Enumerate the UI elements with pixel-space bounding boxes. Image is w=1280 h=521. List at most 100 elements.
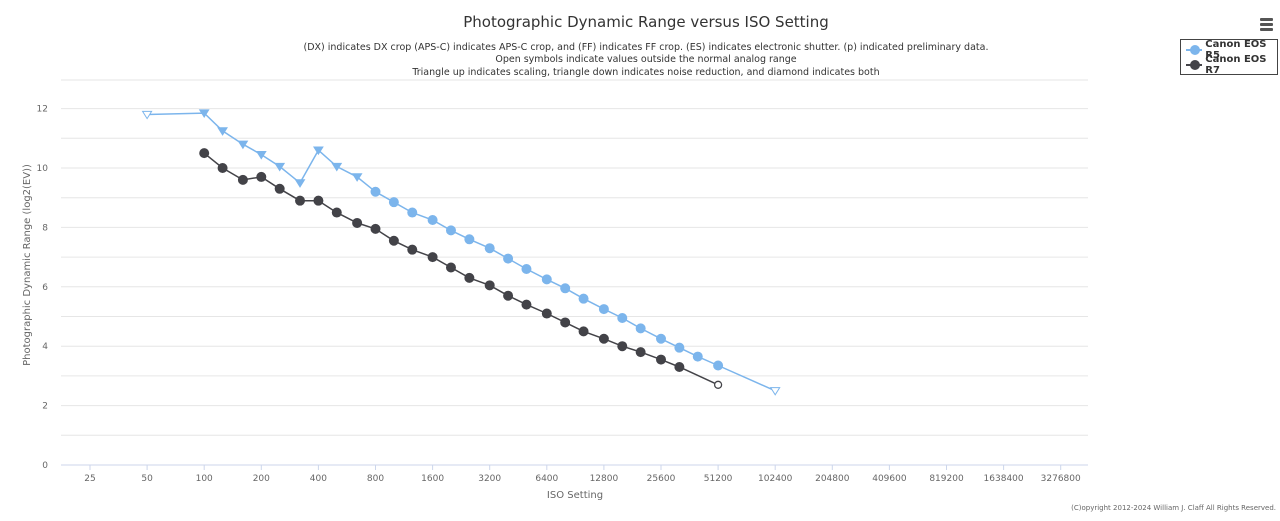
- y-axis-ticks: 0 2 4 6 8 10 12: [37, 105, 49, 471]
- data-point[interactable]: [352, 217, 363, 228]
- data-point[interactable]: [521, 299, 532, 310]
- data-point[interactable]: [674, 342, 685, 353]
- data-point[interactable]: [598, 304, 609, 315]
- y-tick-label: 6: [42, 283, 48, 293]
- data-point[interactable]: [769, 387, 781, 396]
- data-point[interactable]: [484, 280, 495, 291]
- data-point[interactable]: [635, 347, 646, 358]
- x-tick-label: 200: [253, 474, 270, 484]
- series-layer: [141, 109, 781, 396]
- data-point[interactable]: [578, 293, 589, 304]
- y-tick-label: 4: [42, 342, 48, 352]
- data-point[interactable]: [674, 361, 685, 372]
- data-point[interactable]: [217, 127, 228, 136]
- series-canon-eos-r5: [141, 109, 781, 396]
- x-tick-label: 400: [310, 474, 327, 484]
- data-point[interactable]: [255, 150, 267, 160]
- grid-lines: [61, 79, 1088, 436]
- data-point[interactable]: [541, 308, 552, 319]
- y-axis-title: Photographic Dynamic Range (log2(EV)): [22, 164, 33, 366]
- data-point[interactable]: [427, 252, 438, 263]
- data-point[interactable]: [541, 274, 552, 285]
- series-canon-eos-r7: [199, 148, 723, 389]
- legend-label-r5: Canon EOS R5: [1205, 38, 1267, 61]
- x-tick-label: 3200: [478, 474, 501, 484]
- chart-subtitle-line-1: (DX) indicates DX crop (APS-C) indicates…: [304, 42, 989, 53]
- legend-item-canon-eos-r7[interactable]: Canon EOS R7: [1181, 54, 1277, 76]
- data-point[interactable]: [560, 283, 571, 294]
- data-point[interactable]: [312, 146, 324, 156]
- data-point[interactable]: [656, 333, 666, 344]
- data-point[interactable]: [503, 253, 514, 264]
- data-point[interactable]: [521, 263, 532, 274]
- data-point[interactable]: [388, 197, 399, 208]
- x-tick-label: 3276800: [1041, 474, 1081, 484]
- data-point[interactable]: [407, 244, 418, 255]
- data-point[interactable]: [427, 214, 438, 225]
- data-point[interactable]: [388, 235, 399, 246]
- data-point[interactable]: [407, 207, 418, 218]
- y-tick-label: 10: [37, 164, 49, 174]
- data-point[interactable]: [617, 341, 628, 352]
- legend-item-canon-eos-r5[interactable]: Canon EOS R5: [1181, 39, 1277, 61]
- copyright-notice: (C)opyright 2012-2024 William J. Claff A…: [1071, 504, 1276, 512]
- x-tick-label: 409600: [872, 474, 907, 484]
- data-point[interactable]: [295, 195, 306, 206]
- y-tick-label: 12: [37, 105, 48, 115]
- data-point[interactable]: [331, 162, 343, 172]
- data-point[interactable]: [445, 262, 456, 273]
- x-tick-label: 51200: [704, 474, 733, 484]
- data-point[interactable]: [464, 272, 475, 283]
- data-point[interactable]: [199, 148, 210, 159]
- x-tick-label: 25: [84, 474, 95, 484]
- x-tick-label: 50: [141, 474, 153, 484]
- data-point[interactable]: [294, 179, 306, 188]
- data-point[interactable]: [217, 163, 228, 173]
- data-point[interactable]: [464, 234, 475, 245]
- data-point[interactable]: [445, 225, 456, 236]
- x-tick-label: 12800: [590, 474, 619, 484]
- y-tick-label: 0: [42, 461, 48, 471]
- data-point[interactable]: [141, 110, 153, 120]
- x-tick-label: 102400: [758, 474, 793, 484]
- data-point[interactable]: [713, 380, 723, 389]
- data-point[interactable]: [617, 312, 628, 323]
- data-point[interactable]: [635, 323, 646, 334]
- data-point[interactable]: [274, 183, 285, 194]
- x-tick-label: 204800: [815, 474, 850, 484]
- chart-legend: Canon EOS R5 Canon EOS R7: [1180, 39, 1278, 76]
- chart-menu-button[interactable]: [1258, 16, 1276, 32]
- data-point[interactable]: [237, 140, 249, 150]
- chart-subtitle-line-3: Triangle up indicates scaling, triangle …: [411, 67, 879, 78]
- data-point[interactable]: [560, 317, 571, 328]
- y-tick-label: 2: [42, 402, 48, 412]
- y-tick-label: 8: [42, 223, 48, 233]
- data-point[interactable]: [313, 195, 324, 206]
- data-point[interactable]: [274, 162, 286, 172]
- data-point[interactable]: [503, 290, 514, 301]
- data-point[interactable]: [370, 186, 381, 197]
- data-point[interactable]: [370, 223, 381, 234]
- data-point[interactable]: [484, 243, 495, 254]
- data-point[interactable]: [578, 326, 589, 337]
- data-point[interactable]: [713, 360, 724, 371]
- chart-title: Photographic Dynamic Range versus ISO Se…: [463, 13, 829, 31]
- data-point[interactable]: [237, 174, 248, 185]
- x-axis-ticks: 25 50 100 200 400 800 1600 3200 6400 12800 25600 51…: [84, 465, 1081, 484]
- legend-marker-r7: [1186, 59, 1203, 70]
- x-tick-label: 819200: [929, 474, 964, 484]
- x-tick-label: 100: [196, 474, 213, 484]
- data-point[interactable]: [598, 333, 609, 344]
- data-point[interactable]: [656, 354, 666, 365]
- data-point[interactable]: [692, 351, 703, 362]
- data-point[interactable]: [331, 207, 342, 218]
- x-axis-title: ISO Setting: [547, 490, 603, 501]
- legend-label-r7: Canon EOS R7: [1205, 53, 1267, 76]
- x-tick-label: 1638400: [984, 474, 1024, 484]
- x-tick-label: 25600: [647, 474, 676, 484]
- data-point[interactable]: [351, 173, 363, 182]
- x-tick-label: 800: [367, 474, 384, 484]
- data-point[interactable]: [198, 109, 210, 119]
- data-point[interactable]: [256, 171, 267, 182]
